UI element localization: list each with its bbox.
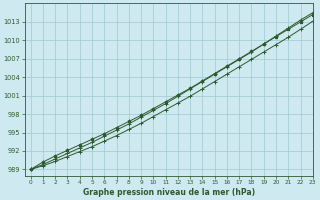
X-axis label: Graphe pression niveau de la mer (hPa): Graphe pression niveau de la mer (hPa) bbox=[83, 188, 255, 197]
